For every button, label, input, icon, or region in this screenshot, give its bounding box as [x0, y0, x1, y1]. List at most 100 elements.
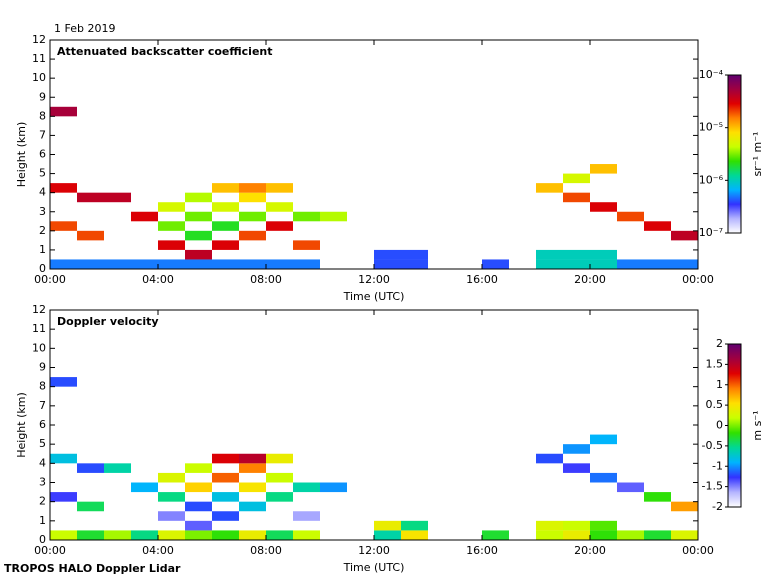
heatmap-cell — [239, 183, 266, 193]
heatmap-cell — [212, 259, 239, 269]
heatmap-cell — [239, 530, 266, 540]
x-tick-label: 00:00 — [34, 544, 66, 557]
chart-title: Doppler velocity — [57, 315, 159, 328]
heatmap-cell — [320, 211, 347, 222]
y-tick-label: 8 — [39, 380, 46, 393]
y-axis-label: Height (km) — [15, 392, 28, 458]
heatmap-cell — [563, 520, 590, 531]
x-tick-label: 04:00 — [142, 273, 174, 286]
colorbar-tick-label: -1.5 — [702, 480, 723, 493]
heatmap-cell — [401, 249, 428, 260]
heatmap-cell — [293, 511, 320, 521]
heatmap-cell — [266, 183, 293, 193]
x-tick-label: 00:00 — [682, 544, 714, 557]
chart-title: Attenuated backscatter coefficient — [57, 45, 273, 58]
colorbar — [727, 343, 742, 508]
colorbar-tick-label: 2 — [716, 337, 723, 350]
heatmap-cell — [374, 520, 401, 531]
heatmap-cell — [590, 164, 617, 174]
heatmap-cell — [239, 482, 266, 493]
y-tick-label: 9 — [39, 361, 46, 374]
heatmap-cell — [563, 530, 590, 540]
x-tick-label: 16:00 — [466, 544, 498, 557]
colorbar-tick-label: -1 — [712, 459, 723, 472]
heatmap-cell — [50, 183, 77, 193]
colorbar-tick-label: -0.5 — [702, 439, 723, 452]
heatmap-cell — [185, 463, 212, 473]
heatmap-cell — [482, 259, 509, 269]
x-tick-label: 12:00 — [358, 273, 390, 286]
heatmap-cell — [590, 472, 617, 483]
heatmap-cell — [185, 482, 212, 493]
heatmap-cell — [590, 249, 617, 260]
heatmap-cell — [320, 482, 347, 493]
x-tick-label: 20:00 — [574, 544, 606, 557]
y-tick-label: 9 — [39, 90, 46, 103]
heatmap-cell — [185, 520, 212, 531]
heatmap-cell — [374, 259, 401, 269]
heatmap-cell — [158, 221, 185, 231]
y-tick-label: 4 — [39, 186, 46, 199]
heatmap-cell — [158, 472, 185, 483]
heatmap-cell — [671, 259, 698, 269]
heatmap-cell — [77, 463, 104, 473]
y-tick-label: 10 — [32, 341, 46, 354]
heatmap-cell — [536, 183, 563, 193]
heatmap-cell — [50, 377, 77, 387]
heatmap-cell — [293, 240, 320, 250]
heatmap-cell — [50, 106, 77, 117]
heatmap-cell — [131, 211, 158, 222]
heatmap-cell — [536, 530, 563, 540]
heatmap-cell — [212, 492, 239, 502]
heatmap-cell — [131, 482, 158, 493]
heatmap-cell — [644, 259, 671, 269]
heatmap-cell — [185, 192, 212, 203]
heatmap-cell — [185, 501, 212, 512]
heatmap-cell — [50, 492, 77, 502]
heatmap-cell — [617, 482, 644, 493]
heatmap-cell — [77, 230, 104, 241]
heatmap-cell — [77, 259, 104, 269]
colorbar-tick-label: 0 — [716, 419, 723, 432]
y-tick-label: 12 — [32, 303, 46, 316]
heatmap-cell — [266, 492, 293, 502]
x-tick-label: 20:00 — [574, 273, 606, 286]
colorbar-tick-label: 10⁻⁷ — [699, 226, 723, 239]
y-tick-label: 10 — [32, 71, 46, 84]
heatmap-cell — [536, 249, 563, 260]
heatmap-cell — [185, 230, 212, 241]
heatmap-cell — [266, 202, 293, 212]
heatmap-cell — [158, 530, 185, 540]
heatmap-cell — [536, 520, 563, 531]
heatmap-cell — [239, 501, 266, 512]
heatmap-cell — [212, 530, 239, 540]
heatmap-cell — [590, 530, 617, 540]
heatmap-cell — [617, 530, 644, 540]
heatmap-cell — [239, 211, 266, 222]
heatmap-cell — [158, 259, 185, 269]
heatmap-cell — [185, 249, 212, 260]
heatmap-cell — [212, 453, 239, 464]
y-tick-label: 4 — [39, 456, 46, 469]
heatmap-cell — [563, 192, 590, 203]
heatmap-cell — [293, 530, 320, 540]
heatmap-cell — [482, 530, 509, 540]
heatmap-cell — [239, 192, 266, 203]
heatmap-cell — [266, 453, 293, 464]
y-tick-label: 12 — [32, 33, 46, 46]
heatmap-cell — [239, 230, 266, 241]
y-tick-label: 11 — [32, 52, 46, 65]
colorbar-tick-label: 0.5 — [706, 398, 724, 411]
colorbar-label: m s⁻¹ — [751, 410, 764, 440]
y-tick-label: 11 — [32, 322, 46, 335]
heatmap-cell — [401, 259, 428, 269]
heatmap-cell — [50, 453, 77, 464]
heatmap-cell — [239, 259, 266, 269]
heatmap-cell — [158, 492, 185, 502]
heatmap-cell — [401, 520, 428, 531]
heatmap-cell — [158, 202, 185, 212]
y-tick-label: 7 — [39, 399, 46, 412]
heatmap-cell — [563, 249, 590, 260]
y-tick-label: 5 — [39, 167, 46, 180]
y-tick-label: 1 — [39, 243, 46, 256]
